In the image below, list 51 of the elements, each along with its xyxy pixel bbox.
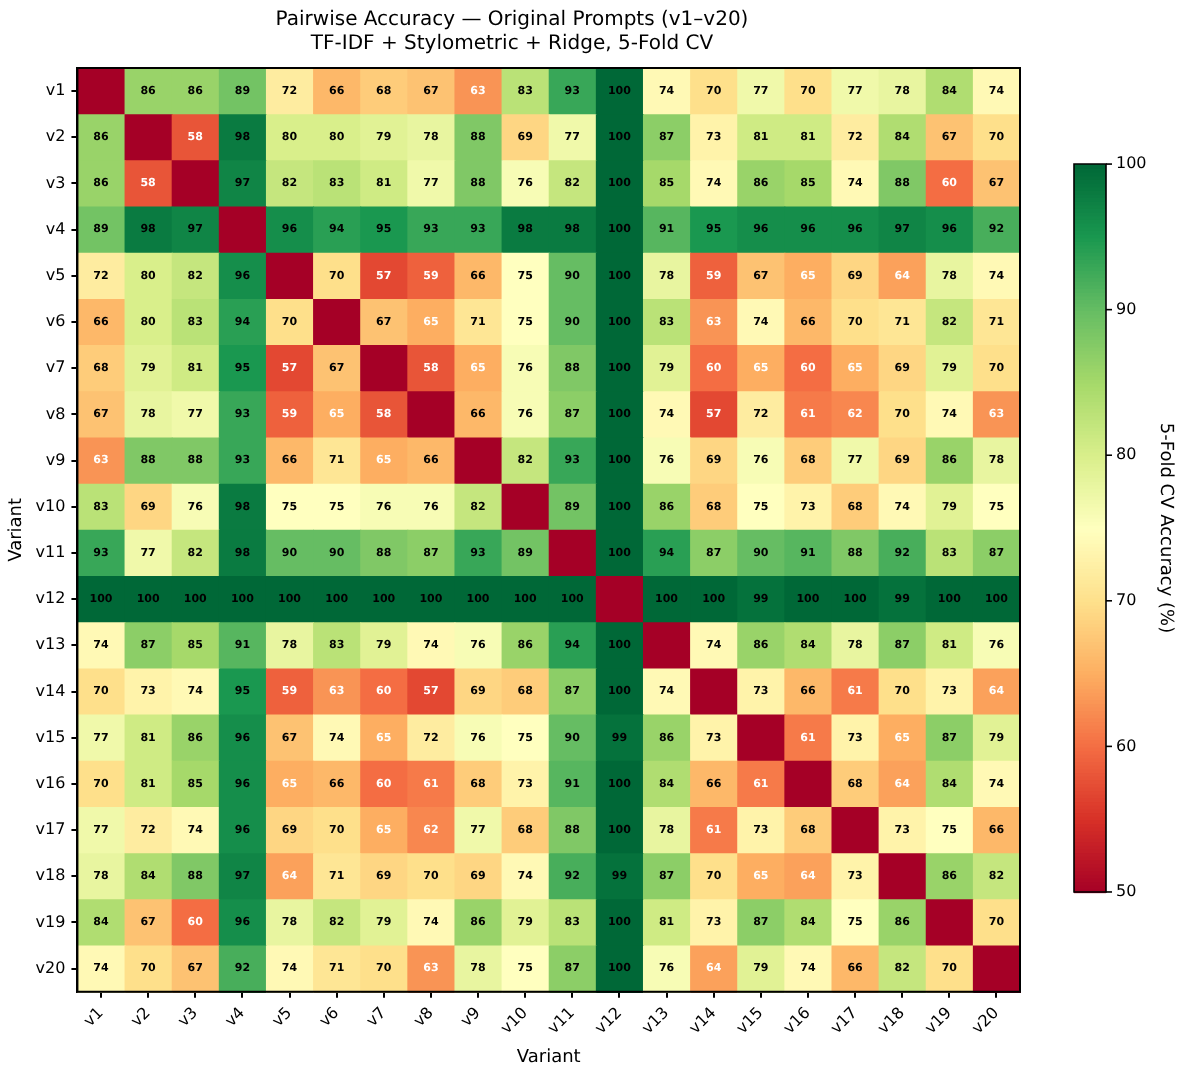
color-bar-label: 100 bbox=[1116, 154, 1147, 173]
y-tick-label: v3 bbox=[45, 173, 66, 192]
y-tick-label: v1 bbox=[45, 81, 66, 100]
x-tick-label: v2 bbox=[127, 1003, 154, 1031]
x-tick-label: v17 bbox=[826, 1003, 861, 1038]
color-bar-label: 80 bbox=[1116, 445, 1137, 464]
y-axis-title: Variant bbox=[7, 497, 28, 562]
x-tick-label: v6 bbox=[315, 1003, 343, 1031]
y-tick-label: v15 bbox=[35, 727, 66, 746]
y-tick-label: v16 bbox=[35, 774, 66, 793]
chart-subtitle: TF-IDF + Stylometric + Ridge, 5-Fold CV bbox=[308, 33, 714, 56]
x-tick-label: v19 bbox=[921, 1003, 956, 1038]
x-tick-label: v10 bbox=[497, 1003, 531, 1038]
x-tick-label: v4 bbox=[221, 1003, 249, 1031]
color-bar-label: 60 bbox=[1116, 736, 1137, 755]
y-tick-label: v12 bbox=[35, 589, 66, 608]
chart-title: Pairwise Accuracy — Original Prompts (v1–v20) bbox=[275, 9, 749, 32]
x-tick-label: v13 bbox=[638, 1003, 673, 1038]
y-tick-label: v9 bbox=[45, 450, 66, 469]
x-tick-label: v11 bbox=[544, 1003, 579, 1038]
x-tick-label: v16 bbox=[779, 1003, 814, 1038]
x-tick-label: v20 bbox=[968, 1003, 1003, 1038]
y-tick-label: v13 bbox=[35, 635, 66, 654]
color-bar-label: 70 bbox=[1116, 590, 1137, 609]
y-tick-label: v19 bbox=[35, 912, 66, 931]
x-axis-title: Variant bbox=[516, 1047, 582, 1068]
x-tick-label: v1 bbox=[80, 1003, 107, 1031]
y-tick-label: v10 bbox=[35, 496, 66, 515]
color-bar-label: 50 bbox=[1116, 882, 1137, 901]
y-tick-label: v18 bbox=[35, 866, 66, 885]
y-tick-label: v7 bbox=[45, 358, 66, 377]
y-tick-label: v5 bbox=[45, 266, 66, 284]
y-tick-label: v8 bbox=[45, 404, 66, 423]
x-tick-label: v12 bbox=[591, 1003, 626, 1038]
x-tick-label: v18 bbox=[874, 1003, 908, 1038]
x-tick-label: v3 bbox=[174, 1003, 202, 1031]
x-tick-label: v9 bbox=[457, 1003, 484, 1031]
y-tick-label: v17 bbox=[35, 820, 66, 839]
y-tick-label: v2 bbox=[45, 127, 66, 146]
x-tick-label: v8 bbox=[410, 1003, 437, 1031]
x-tick-label: v15 bbox=[732, 1003, 767, 1038]
y-tick-label: v14 bbox=[35, 681, 66, 700]
x-tick-label: v5 bbox=[268, 1003, 296, 1031]
color-bar-title: 5-Fold CV Accuracy (%) bbox=[1155, 422, 1176, 634]
x-tick-label: v14 bbox=[685, 1003, 720, 1038]
x-tick-label: v7 bbox=[362, 1003, 390, 1031]
y-tick-label: v11 bbox=[35, 543, 66, 562]
y-tick-label: v20 bbox=[35, 958, 66, 977]
y-tick-label: v6 bbox=[45, 312, 66, 331]
color-bar-label: 90 bbox=[1116, 299, 1137, 318]
y-tick-label: v4 bbox=[45, 219, 66, 238]
